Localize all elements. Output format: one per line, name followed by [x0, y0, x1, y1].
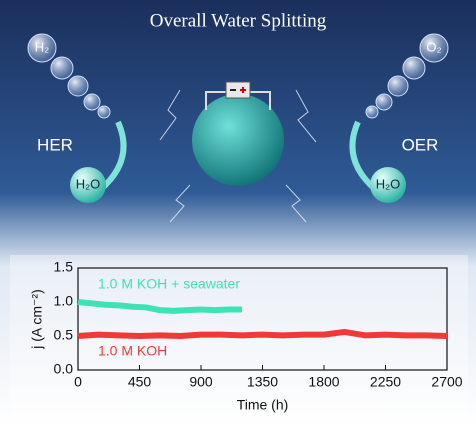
x-tick-label: 900	[189, 374, 213, 390]
y-tick-label: 1.0	[54, 293, 74, 309]
x-tick-label: 2700	[431, 374, 462, 390]
data-line	[77, 299, 242, 314]
arrows	[98, 120, 378, 193]
h2o-label: H₂O	[376, 176, 401, 191]
h2-label: H₂	[35, 39, 49, 54]
water-molecule	[370, 167, 406, 203]
x-tick-label: 1350	[247, 374, 278, 390]
battery	[205, 81, 271, 110]
bubbles	[27, 33, 449, 119]
y-tick-label: 0.5	[54, 327, 74, 343]
lightning	[159, 89, 317, 223]
o2-label: O₂	[426, 39, 441, 54]
water-molecule	[70, 167, 106, 203]
y-tick-label: 0.0	[54, 361, 74, 377]
legend-label: 1.0 M KOH	[98, 343, 167, 359]
catalyst-sphere	[192, 94, 284, 186]
legend-label: 1.0 M KOH + seawater	[98, 276, 240, 292]
data-line	[77, 328, 448, 339]
x-tick-label: 1800	[308, 374, 339, 390]
y-axis-label: j (A cm⁻²)	[29, 289, 45, 350]
her-label: HER	[37, 135, 73, 154]
x-tick-label: 0	[74, 374, 82, 390]
y-tick-label: 1.5	[54, 259, 74, 275]
oer-label: OER	[402, 135, 439, 154]
x-tick-label: 2250	[370, 374, 401, 390]
h2o-label: H₂O	[76, 176, 101, 191]
title: Overall Water Splitting	[150, 10, 327, 31]
chart-panel	[10, 255, 468, 425]
x-axis-label: Time (h)	[237, 397, 289, 413]
x-tick-label: 450	[128, 374, 152, 390]
